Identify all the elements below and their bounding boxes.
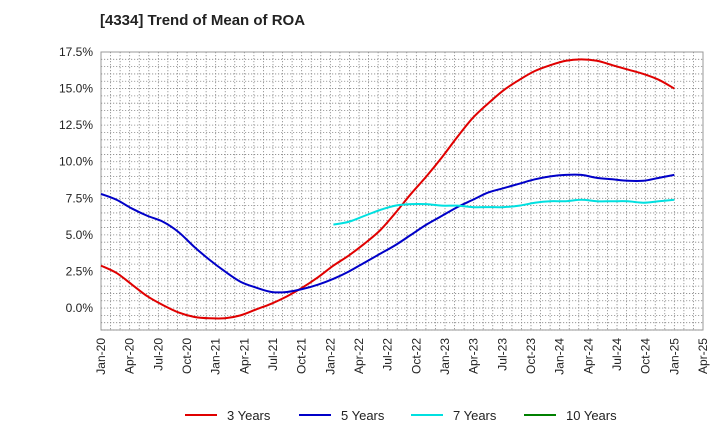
x-tick-label: Apr-23 <box>467 338 481 374</box>
legend: 3 Years 5 Years 7 Years 10 Years <box>0 404 720 426</box>
x-tick-label: Jan-24 <box>553 338 567 375</box>
x-tick-label: Oct-21 <box>295 338 309 374</box>
legend-swatch <box>185 414 217 416</box>
x-tick-label: Jan-21 <box>209 338 223 375</box>
legend-item: 3 Years <box>185 404 270 426</box>
x-tick-label: Jan-25 <box>667 338 681 375</box>
x-tick-label: Apr-20 <box>123 338 137 374</box>
y-tick-label: 12.5% <box>59 118 93 132</box>
y-tick-label: 10.0% <box>59 155 93 169</box>
y-tick-label: 0.0% <box>66 301 94 315</box>
y-tick-label: 5.0% <box>66 228 94 242</box>
chart-title: [4334] Trend of Mean of ROA <box>100 12 306 29</box>
y-tick-label: 15.0% <box>59 82 93 96</box>
x-tick-label: Jan-20 <box>94 338 108 375</box>
legend-swatch <box>299 414 331 416</box>
y-axis-ticks: 0.0% 2.5% 5.0% 7.5% 10.0% 12.5% 15.0% 17.5% <box>59 45 93 315</box>
x-tick-label: Jul-23 <box>495 338 509 371</box>
x-tick-label: Jul-21 <box>266 338 280 371</box>
y-tick-label: 7.5% <box>66 191 94 205</box>
series-line-3-years <box>100 58 675 320</box>
legend-swatch <box>411 414 443 416</box>
x-tick-label: Apr-25 <box>696 338 710 374</box>
legend-label: 7 Years <box>453 407 497 423</box>
x-tick-label: Apr-21 <box>237 338 251 374</box>
legend-label: 5 Years <box>341 407 385 423</box>
x-tick-label: Jul-22 <box>381 338 395 371</box>
legend-label: 3 Years <box>227 407 271 423</box>
series-line-7-years <box>333 198 675 226</box>
series-line-5-years <box>100 173 675 294</box>
x-tick-label: Apr-24 <box>581 338 595 374</box>
x-tick-label: Jul-24 <box>610 338 624 371</box>
legend-item: 5 Years <box>299 404 384 426</box>
legend-item: 7 Years <box>411 404 496 426</box>
y-tick-label: 2.5% <box>66 264 94 278</box>
x-axis-ticks: Jan-20 Apr-20 Jul-20 Oct-20 Jan-21 Apr-21 Jul-… <box>94 338 710 375</box>
x-tick-label: Oct-20 <box>180 338 194 374</box>
x-tick-label: Oct-22 <box>409 338 423 374</box>
x-tick-label: Jan-23 <box>438 338 452 375</box>
legend-label: 10 Years <box>566 407 617 423</box>
legend-item: 10 Years <box>524 404 617 426</box>
legend-swatch <box>524 414 556 416</box>
x-tick-label: Jul-20 <box>151 338 165 371</box>
x-tick-label: Jan-22 <box>323 338 337 375</box>
x-tick-label: Apr-22 <box>352 338 366 374</box>
grid <box>100 51 704 331</box>
series-layer <box>100 58 675 320</box>
x-tick-label: Oct-24 <box>639 338 653 374</box>
y-tick-label: 17.5% <box>59 45 93 59</box>
x-tick-label: Oct-23 <box>524 338 538 374</box>
